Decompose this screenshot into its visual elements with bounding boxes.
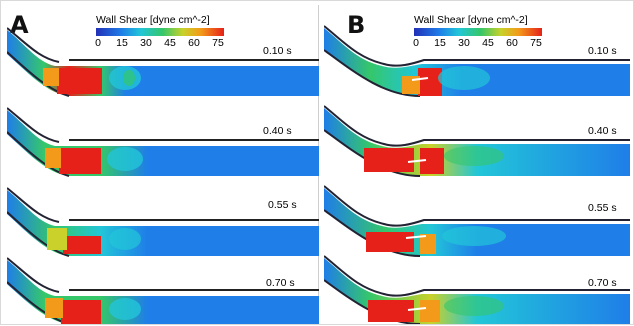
legend-tick: 60 <box>506 37 518 49</box>
time-label: 0.55 s <box>588 202 617 214</box>
panel-letter: B <box>347 11 366 39</box>
vessel-frame-a-2 <box>7 104 319 180</box>
legend-title: Wall Shear [dyne cm^-2] <box>414 14 528 26</box>
legend-tick: 75 <box>212 37 224 49</box>
vessel-frame-a-4 <box>7 254 319 324</box>
colorbar <box>96 28 224 36</box>
legend-ticks: 0 15 30 45 60 75 <box>413 37 542 49</box>
time-label: 0.10 s <box>263 45 292 57</box>
time-label: 0.40 s <box>588 125 617 137</box>
time-label: 0.40 s <box>263 125 292 137</box>
vessel-frame-b-2 <box>324 104 630 180</box>
legend-tick: 15 <box>434 37 446 49</box>
legend-tick: 60 <box>188 37 200 49</box>
vessel-frame-b-4 <box>324 254 630 324</box>
color-legend: Wall Shear [dyne cm^-2] 0 15 30 45 60 75 <box>413 14 542 49</box>
panel-letter: A <box>10 11 29 39</box>
legend-tick: 0 <box>413 37 419 49</box>
time-label: 0.10 s <box>588 45 617 57</box>
panel-b: B Wall Shear [dyne cm^-2] 0 15 30 45 60 … <box>320 1 632 326</box>
legend-tick: 45 <box>482 37 494 49</box>
legend-title: Wall Shear [dyne cm^-2] <box>96 14 210 26</box>
vessel-frame-a-1 <box>7 24 319 100</box>
vessel-frame-b-3 <box>324 184 630 260</box>
legend-tick: 30 <box>458 37 470 49</box>
legend-tick: 30 <box>140 37 152 49</box>
legend-tick: 75 <box>530 37 542 49</box>
legend-tick: 0 <box>95 37 101 49</box>
color-legend: Wall Shear [dyne cm^-2] 0 15 30 45 60 75 <box>95 14 224 49</box>
legend-tick: 45 <box>164 37 176 49</box>
vessel-frame-a-3 <box>7 184 319 260</box>
time-label: 0.70 s <box>266 277 295 289</box>
time-label: 0.55 s <box>268 199 297 211</box>
legend-ticks: 0 15 30 45 60 75 <box>95 37 224 49</box>
colorbar <box>414 28 542 36</box>
legend-tick: 15 <box>116 37 128 49</box>
vessel-frame-b-1 <box>324 24 630 100</box>
time-label: 0.70 s <box>588 277 617 289</box>
panel-a: A Wall Shear [dyne cm^-2] 0 15 30 45 60 … <box>1 1 319 326</box>
